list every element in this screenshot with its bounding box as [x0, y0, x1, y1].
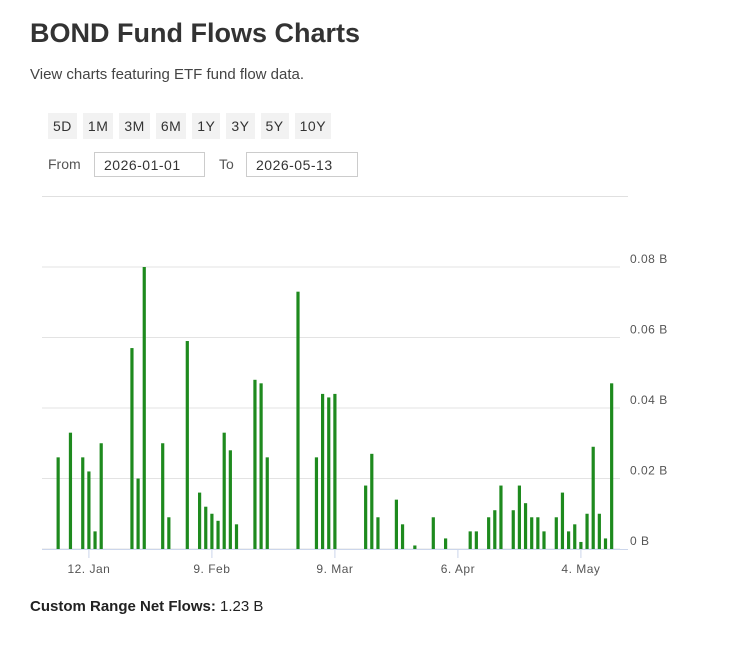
bar — [530, 517, 534, 549]
bar — [474, 531, 478, 549]
bar — [210, 513, 214, 549]
bar — [394, 499, 398, 549]
bar — [487, 517, 491, 549]
bar — [567, 531, 571, 549]
range-button[interactable]: 5Y — [260, 113, 289, 139]
bar — [204, 506, 208, 549]
net-flows: Custom Range Net Flows: 1.23 B — [30, 598, 263, 615]
y-tick-label: 0.04 B — [630, 393, 668, 407]
net-flows-label: Custom Range Net Flows: — [30, 598, 216, 615]
x-tick-label: 9. Mar — [316, 562, 353, 576]
bar — [228, 450, 232, 549]
bar — [610, 383, 614, 549]
bar — [265, 457, 269, 549]
bar — [142, 267, 146, 549]
bar — [234, 524, 239, 549]
bar — [431, 517, 435, 549]
bar — [259, 383, 263, 549]
bar — [87, 471, 91, 549]
y-tick-label: 0.06 B — [630, 323, 668, 337]
bar — [376, 517, 380, 549]
bar — [554, 517, 558, 549]
bar — [68, 432, 73, 549]
bar — [56, 457, 60, 549]
bar — [81, 457, 85, 549]
range-button[interactable]: 10Y — [294, 113, 332, 139]
bar — [536, 517, 540, 549]
bar — [499, 485, 503, 549]
x-tick-label: 4. May — [561, 562, 600, 576]
bar — [413, 545, 417, 549]
bar — [603, 538, 608, 549]
bar — [333, 393, 337, 549]
range-button[interactable]: 1M — [82, 113, 114, 139]
bar — [161, 443, 165, 549]
bar — [167, 517, 171, 549]
y-tick-label: 0.08 B — [630, 252, 668, 266]
x-tick-label: 6. Apr — [441, 562, 475, 576]
bar — [185, 341, 189, 549]
net-flows-value: 1.23 B — [220, 598, 264, 615]
bar — [493, 510, 497, 549]
page-subtitle: View charts featuring ETF fund flow data… — [30, 66, 305, 83]
from-input[interactable]: 2026-01-01 — [94, 152, 205, 177]
y-tick-label: 0 B — [630, 534, 650, 548]
range-button[interactable]: 6M — [155, 113, 187, 139]
bar — [517, 485, 521, 549]
bar — [314, 457, 319, 549]
page-title: BOND Fund Flows Charts — [30, 18, 360, 48]
range-button[interactable]: 1Y — [192, 113, 221, 139]
bar — [253, 379, 257, 549]
bar — [573, 524, 577, 549]
bar — [93, 531, 97, 549]
to-input[interactable]: 2026-05-13 — [246, 152, 358, 177]
range-button[interactable]: 3Y — [226, 113, 255, 139]
y-tick-label: 0.02 B — [630, 464, 668, 478]
range-buttons: 5D 1M 3M 6M 1Y 3Y 5Y 10Y — [48, 113, 332, 139]
range-button[interactable]: 5D — [48, 113, 77, 139]
range-button[interactable]: 3M — [119, 113, 150, 139]
bar — [321, 393, 325, 549]
bar — [585, 513, 589, 549]
from-label: From — [48, 156, 81, 172]
bar — [222, 432, 226, 549]
x-tick-label: 9. Feb — [193, 562, 230, 576]
to-label: To — [219, 156, 234, 172]
bar — [130, 348, 134, 549]
bar — [560, 492, 565, 549]
bar — [523, 503, 528, 549]
bar — [327, 397, 331, 549]
bar — [444, 538, 448, 549]
bar — [400, 524, 405, 549]
bar — [579, 541, 583, 549]
bar — [136, 478, 140, 549]
bar — [370, 453, 374, 549]
bar — [542, 531, 546, 549]
bar — [597, 513, 601, 549]
bar — [468, 531, 472, 549]
bar — [198, 492, 202, 549]
bar — [364, 485, 368, 549]
bar — [99, 443, 103, 549]
bar — [591, 446, 595, 549]
bar — [511, 510, 515, 549]
bar — [296, 291, 300, 549]
bar — [216, 520, 220, 549]
x-tick-label: 12. Jan — [67, 562, 110, 576]
chart: 0 B 0.02 B 0.04 B 0.06 B 0.08 B 12. Jan 9. Feb… — [42, 196, 668, 576]
